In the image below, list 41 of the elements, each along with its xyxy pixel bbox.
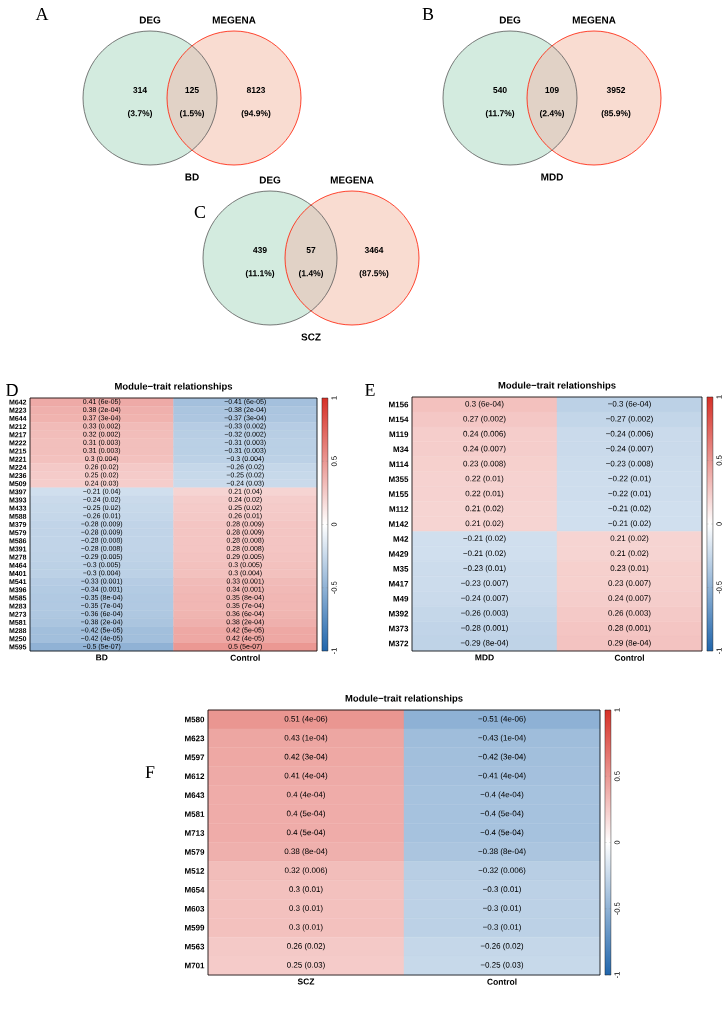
text: (94.9%) [241,110,271,118]
data-label: 540 [493,87,507,93]
text: A [35,8,49,20]
chart-title: Module−trait relationships [498,381,616,391]
x-tick-label: Control [614,654,644,661]
text: (2.4%) [539,110,565,118]
data-label: 3464 [364,247,384,254]
text: SCZ [301,333,321,341]
data-label: 8123 [246,87,266,93]
text: (1.4%) [298,270,324,278]
x-tick-label: MDD [475,654,494,661]
data-label: 125 [185,87,199,93]
x-tick-label: Control [487,978,517,985]
text: MDD [541,173,563,181]
data-label: 57 [306,247,316,253]
text: (1.5%) [179,110,205,118]
chart-title: Module−trait relationships [115,382,233,392]
category-label: DEG [139,16,161,24]
text: (3.7%) [127,110,153,118]
text: D [6,384,18,396]
text: BD [185,173,199,181]
data-label: 439 [253,247,267,254]
category-label: MEGENA [572,16,616,24]
category-label: DEG [499,16,521,24]
text: F [145,766,155,778]
data-label: 3952 [606,87,626,93]
text: E [365,384,375,396]
text: (11.1%) [245,270,275,278]
category-label: DEG [259,176,281,184]
text: (87.5%) [359,270,389,278]
data-label: 109 [545,87,559,93]
category-label: MEGENA [330,176,374,184]
text: (11.7%) [485,110,515,118]
text: (85.9%) [601,110,631,118]
category-label: MEGENA [212,16,256,24]
x-tick-label: Control [230,654,260,661]
data-label: 314 [133,87,148,93]
text: B [422,8,434,20]
chart-title: Module−trait relationships [345,694,463,704]
x-tick-label: BD [96,654,108,661]
text: C [194,205,205,219]
